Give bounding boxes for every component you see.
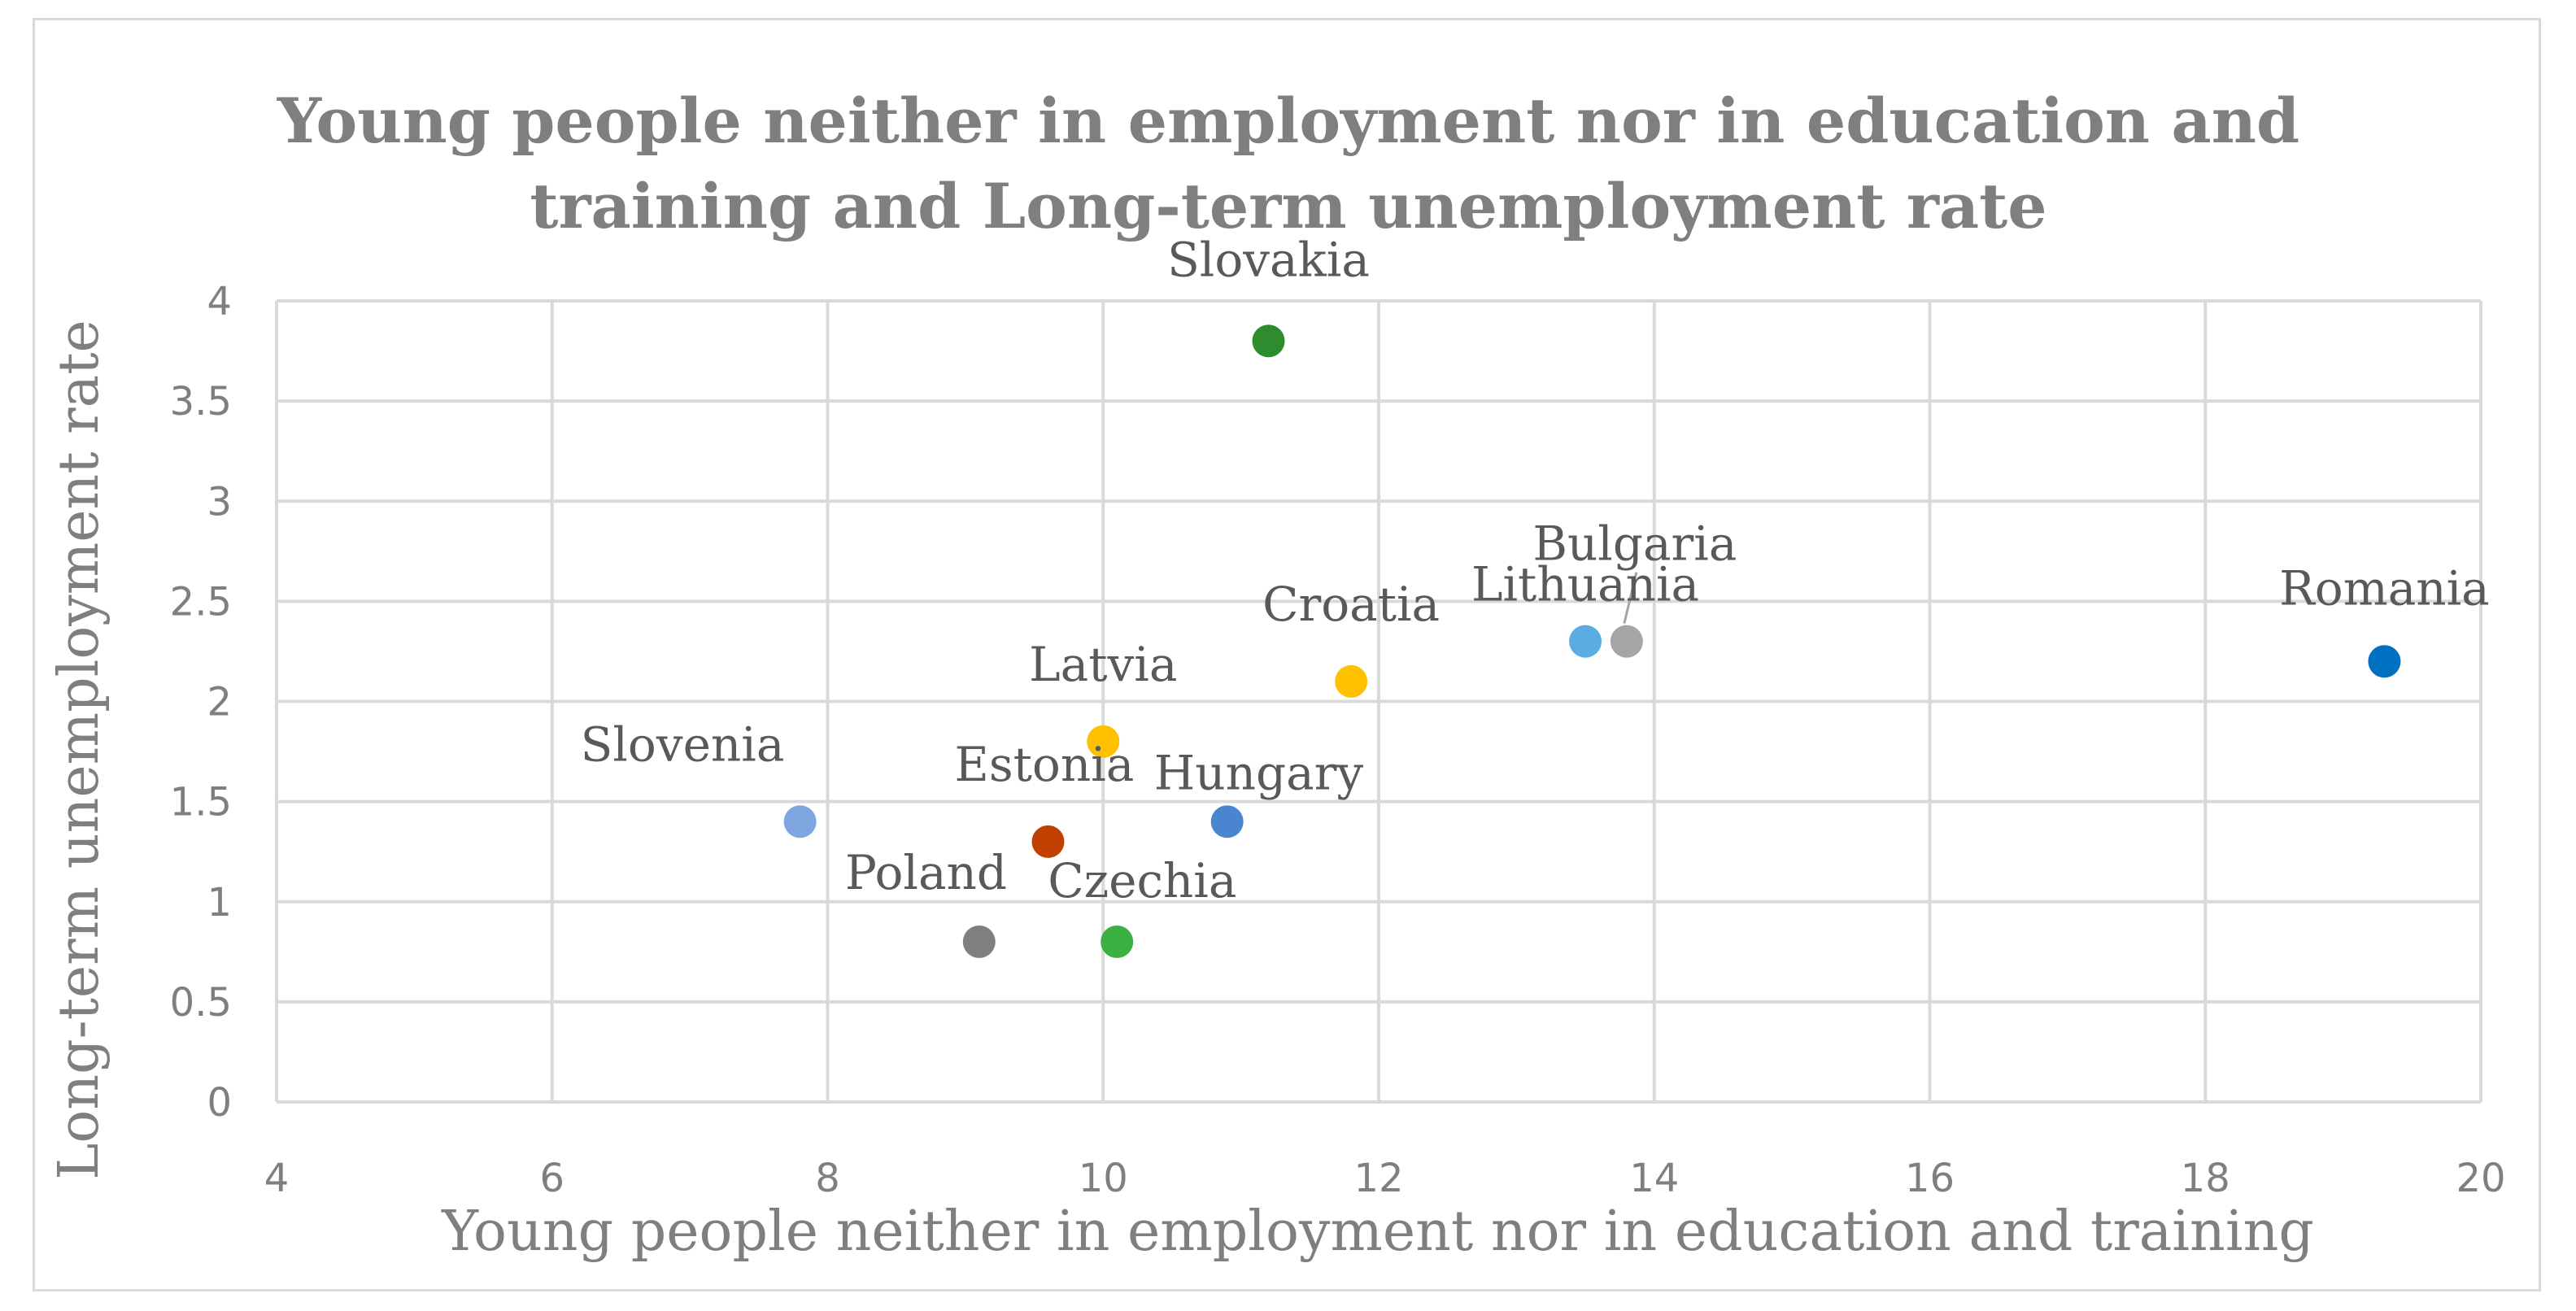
- x-tick-label: 20: [2456, 1156, 2505, 1201]
- y-axis-title: Long-term unemployment rate: [47, 320, 111, 1180]
- y-tick-label: 2.5: [170, 579, 232, 625]
- data-label-croatia: Croatia: [1262, 577, 1440, 632]
- data-label-latvia: Latvia: [1029, 637, 1177, 692]
- x-tick-label: 4: [264, 1156, 290, 1201]
- data-points: [783, 324, 2401, 958]
- data-label-poland: Poland: [845, 845, 1007, 900]
- chart-title-line-1: Young people neither in employment nor i…: [277, 85, 2299, 157]
- data-label-estonia: Estonia: [955, 737, 1135, 792]
- data-point-bulgaria: [1610, 625, 1643, 658]
- y-tick-label: 2: [207, 680, 232, 725]
- chart-title-line-2: training and Long-term unemployment rate: [530, 170, 2046, 242]
- data-point-estonia: [1031, 825, 1065, 858]
- y-tick-label: 3.5: [170, 379, 232, 425]
- x-axis-ticks: 4 6 8 10 12 14 16 18 20: [264, 1156, 2506, 1201]
- data-point-czechia: [1101, 926, 1134, 958]
- gridlines: [275, 299, 2482, 1104]
- y-tick-label: 3: [207, 479, 232, 525]
- chart-frame: [33, 18, 2541, 1291]
- x-tick-label: 10: [1079, 1156, 1128, 1201]
- x-tick-label: 14: [1629, 1156, 1679, 1201]
- bulgaria-leader-line: [1623, 572, 1638, 624]
- data-label-czechia: Czechia: [1048, 853, 1236, 908]
- data-point-croatia: [1335, 664, 1368, 698]
- x-tick-label: 6: [539, 1156, 564, 1201]
- data-point-slovenia: [783, 805, 817, 838]
- data-point-hungary: [1210, 805, 1244, 838]
- data-label-slovakia: Slovakia: [1167, 232, 1370, 287]
- x-tick-label: 12: [1353, 1156, 1403, 1201]
- y-tick-label: 4: [207, 279, 232, 324]
- data-point-latvia: [1087, 725, 1120, 758]
- y-tick-label: 1.5: [170, 780, 232, 825]
- data-point-lithuania: [1569, 625, 1602, 658]
- x-axis-title: Young people neither in employment nor i…: [441, 1200, 2314, 1264]
- y-tick-label: 1: [207, 880, 232, 926]
- data-label-hungary: Hungary: [1154, 745, 1364, 800]
- x-tick-label: 8: [815, 1156, 840, 1201]
- x-tick-label: 18: [2181, 1156, 2230, 1201]
- data-point-romania: [2368, 645, 2401, 678]
- data-point-slovakia: [1252, 324, 1285, 358]
- data-label-lithuania: Lithuania: [1471, 557, 1699, 612]
- leader-lines: [1623, 572, 1638, 624]
- data-label-bulgaria: Bulgaria: [1532, 516, 1737, 572]
- chart-title: Young people neither in employment nor i…: [277, 85, 2299, 242]
- y-tick-label: 0: [207, 1080, 232, 1126]
- data-label-slovenia: Slovenia: [581, 716, 785, 772]
- data-label-romania: Romania: [2279, 560, 2490, 616]
- data-point-poland: [962, 926, 996, 958]
- x-tick-label: 16: [1905, 1156, 1955, 1201]
- y-tick-label: 0.5: [170, 980, 232, 1026]
- y-axis-ticks: 0 0.5 1 1.5 2 2.5 3 3.5 4: [170, 279, 232, 1126]
